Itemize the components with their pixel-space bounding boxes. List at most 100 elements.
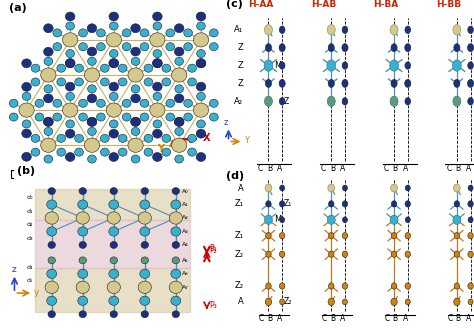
- Circle shape: [162, 64, 171, 72]
- Text: B: B: [392, 164, 398, 172]
- Circle shape: [327, 96, 335, 107]
- Circle shape: [97, 113, 105, 121]
- Circle shape: [109, 269, 118, 278]
- Text: C: C: [258, 164, 263, 172]
- Text: (c): (c): [226, 0, 243, 10]
- Circle shape: [188, 148, 196, 156]
- Circle shape: [41, 138, 56, 152]
- Circle shape: [405, 251, 410, 258]
- Circle shape: [131, 24, 140, 33]
- Circle shape: [193, 103, 209, 117]
- Circle shape: [22, 59, 31, 68]
- Circle shape: [66, 92, 74, 100]
- Text: A₁: A₁: [182, 202, 189, 207]
- Circle shape: [454, 201, 460, 207]
- Circle shape: [144, 134, 153, 142]
- Text: A: A: [403, 164, 408, 172]
- Circle shape: [44, 118, 53, 126]
- Circle shape: [153, 120, 162, 128]
- Circle shape: [66, 120, 74, 128]
- Circle shape: [140, 296, 150, 306]
- Circle shape: [138, 212, 151, 224]
- Circle shape: [45, 281, 58, 294]
- Text: A: A: [465, 164, 471, 172]
- Text: Z: Z: [237, 61, 243, 70]
- Circle shape: [109, 120, 118, 128]
- Circle shape: [169, 212, 182, 224]
- Text: A₂: A₂: [234, 97, 243, 106]
- Circle shape: [153, 59, 162, 68]
- Circle shape: [131, 85, 140, 93]
- Circle shape: [65, 59, 75, 68]
- Circle shape: [264, 96, 273, 107]
- Text: z: z: [11, 265, 16, 274]
- Circle shape: [79, 242, 86, 248]
- Circle shape: [87, 24, 97, 33]
- Circle shape: [153, 82, 162, 91]
- Text: A: A: [277, 314, 283, 323]
- Circle shape: [264, 60, 273, 71]
- Circle shape: [391, 44, 397, 52]
- Text: P₁: P₁: [209, 244, 217, 253]
- Circle shape: [266, 251, 271, 258]
- Text: Z: Z: [237, 43, 243, 52]
- Text: Y: Y: [245, 136, 249, 145]
- Circle shape: [454, 79, 460, 87]
- Text: C: C: [320, 164, 326, 172]
- Text: B: B: [392, 314, 398, 323]
- Circle shape: [138, 281, 151, 294]
- Circle shape: [197, 50, 205, 58]
- Circle shape: [171, 227, 181, 236]
- Circle shape: [84, 138, 100, 152]
- Circle shape: [175, 127, 183, 135]
- Circle shape: [141, 188, 148, 195]
- Circle shape: [265, 298, 272, 306]
- Circle shape: [166, 113, 174, 121]
- Circle shape: [48, 188, 55, 195]
- Circle shape: [280, 185, 285, 191]
- Circle shape: [78, 296, 88, 306]
- Text: (d): (d): [226, 171, 244, 181]
- Circle shape: [162, 148, 171, 156]
- Circle shape: [342, 62, 348, 69]
- Circle shape: [174, 24, 184, 33]
- Circle shape: [279, 283, 285, 289]
- Circle shape: [122, 99, 131, 107]
- Text: A: A: [237, 297, 243, 307]
- Circle shape: [210, 29, 218, 37]
- Circle shape: [141, 257, 148, 264]
- Circle shape: [153, 50, 162, 58]
- Bar: [35, 220, 190, 268]
- Circle shape: [196, 129, 206, 138]
- Circle shape: [65, 59, 75, 68]
- Text: H-AA: H-AA: [248, 0, 273, 10]
- Circle shape: [166, 43, 174, 51]
- Text: Z₁: Z₁: [234, 231, 243, 240]
- Circle shape: [109, 92, 118, 100]
- Circle shape: [87, 118, 97, 126]
- Text: H-BB: H-BB: [436, 0, 462, 10]
- Circle shape: [22, 129, 31, 138]
- Circle shape: [196, 59, 206, 68]
- Circle shape: [88, 127, 96, 135]
- Circle shape: [100, 64, 109, 72]
- Text: A₀: A₀: [182, 189, 189, 194]
- Circle shape: [66, 22, 74, 30]
- Circle shape: [468, 283, 474, 289]
- Circle shape: [188, 64, 196, 72]
- Circle shape: [131, 117, 140, 126]
- Text: Z₂: Z₂: [234, 281, 243, 291]
- Circle shape: [174, 47, 184, 56]
- Circle shape: [44, 24, 53, 33]
- Circle shape: [118, 148, 127, 156]
- Circle shape: [97, 99, 105, 107]
- Circle shape: [144, 148, 153, 156]
- Text: A₇: A₇: [182, 285, 189, 290]
- Circle shape: [63, 103, 78, 117]
- Circle shape: [140, 227, 150, 236]
- Circle shape: [35, 113, 44, 121]
- Circle shape: [342, 98, 348, 105]
- Circle shape: [141, 311, 148, 318]
- Circle shape: [342, 251, 348, 258]
- Circle shape: [279, 251, 285, 258]
